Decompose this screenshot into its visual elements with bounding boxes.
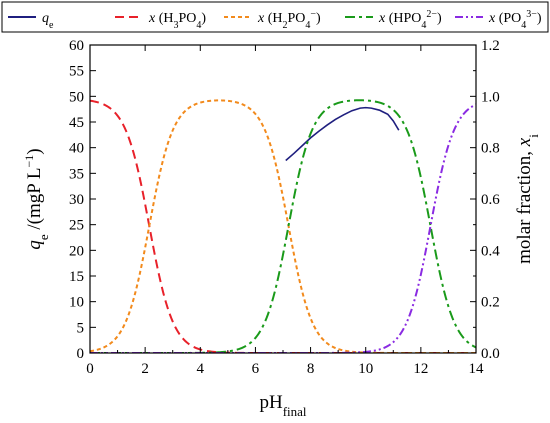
legend: qe x (H3PO4) x (H2PO4−) x (HPO42−) x (PO43−)	[1, 1, 549, 33]
y-left-tick-label: 10	[69, 295, 84, 311]
legend-label-po4: x (PO43−)	[488, 9, 542, 31]
y-left-tick-label: 50	[69, 89, 84, 105]
y-left-tick-label: 45	[69, 115, 84, 131]
legend-item-qe: qe	[8, 11, 54, 31]
x-tick-label: 14	[469, 361, 485, 377]
legend-item-hpo4: x (HPO42−)	[345, 9, 442, 31]
series-h2po4	[90, 99, 476, 353]
y-left-tick-label: 15	[69, 269, 84, 285]
x-tick-label: 2	[141, 361, 149, 377]
x-tick-label: 0	[86, 361, 94, 377]
y-right-tick-label: 0.0	[481, 346, 500, 362]
legend-item-h3po4: x (H3PO4)	[115, 11, 206, 31]
y-right-tick-label: 0.8	[481, 141, 500, 157]
y-right-tick-label: 0.6	[481, 192, 500, 208]
y-left-tick-label: 55	[69, 64, 84, 80]
y-left-tick-label: 20	[69, 243, 84, 259]
x-tick-label: 8	[307, 361, 315, 377]
legend-label-h3po4: x (H3PO4)	[148, 11, 206, 31]
y-left-tick-label: 0	[77, 346, 85, 362]
x-tick-label: 10	[358, 361, 373, 377]
x-tick-label: 6	[252, 361, 260, 377]
y-left-tick-label: 35	[69, 166, 84, 182]
x-tick-label: 12	[413, 361, 428, 377]
y-right-tick-label: 1.0	[481, 89, 500, 105]
axis-titles: pHfinal qe /(mgP L−1) molar fraction, xi	[22, 134, 541, 419]
x-axis-ticks: 0 2 4 6 8 10 12 14	[86, 45, 484, 377]
y-left-tick-label: 30	[69, 192, 84, 208]
series-qe	[285, 106, 400, 162]
series-po4	[90, 103, 476, 353]
axes: 0 2 4 6 8 10 12 140510152025303540455055600.00.…	[69, 38, 500, 377]
legend-item-h2po4: x (H2PO4−)	[224, 9, 321, 31]
y-right-ticks: 0.0 0.2 0.4 0.6 0.8 1.0 1.2	[470, 38, 500, 362]
y-left-ticks: 0 5 10 15 20 25 30 35 40 45 50 55 60	[69, 38, 96, 362]
y-left-tick-label: 40	[69, 141, 84, 157]
y-left-tick-label: 60	[69, 38, 84, 54]
legend-item-po4: x (PO43−)	[455, 9, 542, 31]
series-hpo4	[90, 99, 476, 353]
y-left-tick-label: 5	[77, 320, 85, 336]
legend-label-qe: qe	[42, 11, 54, 31]
y-right-axis-title: molar fraction, xi	[514, 134, 541, 264]
x-tick-label: 4	[197, 361, 205, 377]
y-right-tick-label: 0.2	[481, 295, 500, 311]
y-left-tick-label: 25	[69, 218, 84, 234]
series-h3po4	[90, 99, 476, 353]
x-axis-title: pHfinal	[259, 392, 306, 419]
y-right-tick-label: 1.2	[481, 38, 500, 54]
legend-label-h2po4: x (H2PO4−)	[257, 9, 321, 31]
y-right-tick-label: 0.4	[481, 243, 500, 259]
y-left-axis-title: qe /(mgP L−1)	[22, 148, 51, 249]
plot-area	[90, 99, 476, 353]
legend-label-hpo4: x (HPO42−)	[378, 9, 442, 31]
